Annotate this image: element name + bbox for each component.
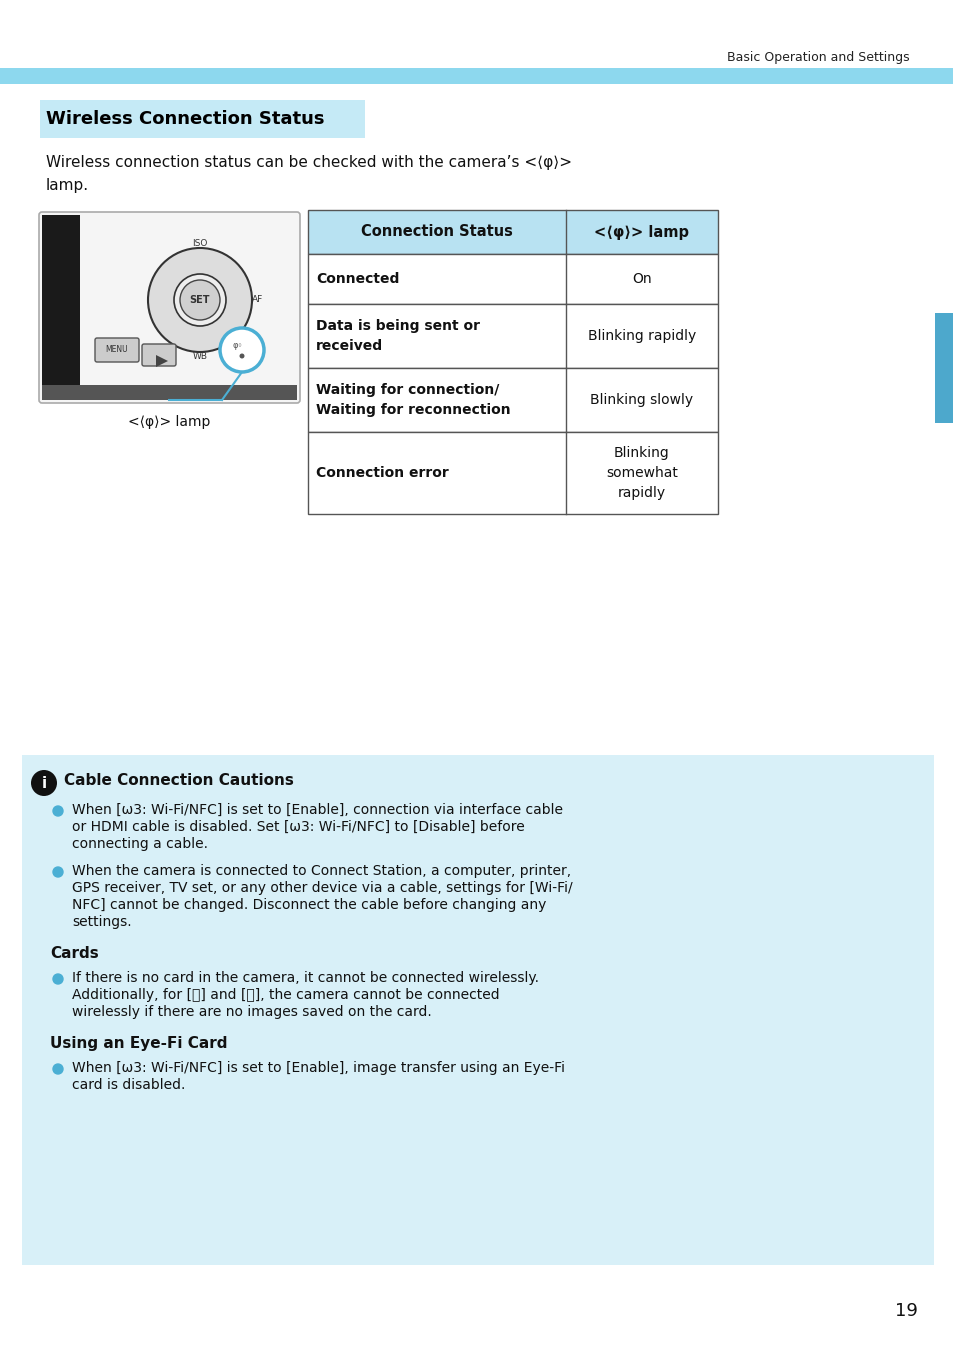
Bar: [308, 210, 718, 254]
Text: <⟨φ⟩> lamp: <⟨φ⟩> lamp: [128, 416, 210, 429]
Text: wirelessly if there are no images saved on the card.: wirelessly if there are no images saved …: [71, 1005, 432, 1020]
Text: Cards: Cards: [50, 946, 99, 960]
Text: AF: AF: [252, 296, 263, 304]
Circle shape: [180, 280, 220, 320]
Text: If there is no card in the camera, it cannot be connected wirelessly.: If there is no card in the camera, it ca…: [71, 971, 538, 985]
Circle shape: [220, 328, 264, 373]
Text: Blinking
somewhat
rapidly: Blinking somewhat rapidly: [605, 447, 678, 499]
Text: Connected: Connected: [315, 272, 399, 286]
Text: WB: WB: [193, 352, 208, 360]
Text: Blinking rapidly: Blinking rapidly: [587, 330, 696, 343]
Text: When [ω3: Wi-Fi/NFC] is set to [Enable], connection via interface cable: When [ω3: Wi-Fi/NFC] is set to [Enable],…: [71, 803, 562, 816]
Text: φ◦: φ◦: [233, 340, 243, 350]
FancyBboxPatch shape: [95, 338, 139, 362]
Bar: [308, 369, 718, 432]
Circle shape: [239, 354, 244, 359]
Text: card is disabled.: card is disabled.: [71, 1077, 185, 1092]
Text: Additionally, for [⧉] and [⌖], the camera cannot be connected: Additionally, for [⧉] and [⌖], the camer…: [71, 989, 499, 1002]
Text: Connection Status: Connection Status: [360, 225, 513, 239]
Text: connecting a cable.: connecting a cable.: [71, 837, 208, 851]
Circle shape: [53, 974, 63, 985]
Text: Using an Eye-Fi Card: Using an Eye-Fi Card: [50, 1036, 227, 1050]
Text: i: i: [41, 776, 47, 791]
Text: lamp.: lamp.: [46, 178, 89, 192]
Text: ISO: ISO: [193, 239, 208, 247]
FancyBboxPatch shape: [142, 344, 175, 366]
Text: When the camera is connected to Connect Station, a computer, printer,: When the camera is connected to Connect …: [71, 863, 571, 878]
Text: Basic Operation and Settings: Basic Operation and Settings: [726, 51, 909, 65]
Bar: [40, 100, 365, 139]
Text: Waiting for connection/
Waiting for reconnection: Waiting for connection/ Waiting for reco…: [315, 383, 510, 417]
Text: 19: 19: [894, 1302, 917, 1319]
Text: Data is being sent or
received: Data is being sent or received: [315, 319, 479, 352]
Bar: [934, 313, 953, 422]
Text: SET: SET: [190, 295, 210, 305]
Text: GPS receiver, TV set, or any other device via a cable, settings for [Wi-Fi/: GPS receiver, TV set, or any other devic…: [71, 881, 572, 894]
FancyBboxPatch shape: [39, 213, 299, 404]
Text: Wireless Connection Status: Wireless Connection Status: [46, 110, 324, 128]
Circle shape: [30, 769, 57, 796]
Bar: [22, 755, 933, 1266]
Circle shape: [173, 274, 226, 325]
Bar: [308, 254, 718, 304]
Bar: [308, 304, 718, 369]
Bar: [308, 432, 718, 514]
Text: Wireless connection status can be checked with the camera’s <⟨φ⟩>: Wireless connection status can be checke…: [46, 155, 572, 169]
Circle shape: [53, 806, 63, 816]
Text: NFC] cannot be changed. Disconnect the cable before changing any: NFC] cannot be changed. Disconnect the c…: [71, 898, 546, 912]
Text: On: On: [632, 272, 651, 286]
Bar: [0, 69, 953, 83]
Text: Blinking slowly: Blinking slowly: [590, 393, 693, 408]
Text: Connection error: Connection error: [315, 465, 448, 480]
Circle shape: [53, 1064, 63, 1075]
Bar: [42, 215, 80, 390]
Text: or HDMI cable is disabled. Set [ω3: Wi-Fi/NFC] to [Disable] before: or HDMI cable is disabled. Set [ω3: Wi-F…: [71, 820, 524, 834]
Bar: [42, 385, 296, 399]
Text: <⟨φ⟩> lamp: <⟨φ⟩> lamp: [594, 225, 689, 239]
Circle shape: [53, 868, 63, 877]
Text: When [ω3: Wi-Fi/NFC] is set to [Enable], image transfer using an Eye-Fi: When [ω3: Wi-Fi/NFC] is set to [Enable],…: [71, 1061, 564, 1075]
Circle shape: [148, 247, 252, 352]
Text: Cable Connection Cautions: Cable Connection Cautions: [64, 773, 294, 788]
Text: MENU: MENU: [106, 346, 128, 355]
Text: settings.: settings.: [71, 915, 132, 929]
Polygon shape: [156, 355, 168, 367]
